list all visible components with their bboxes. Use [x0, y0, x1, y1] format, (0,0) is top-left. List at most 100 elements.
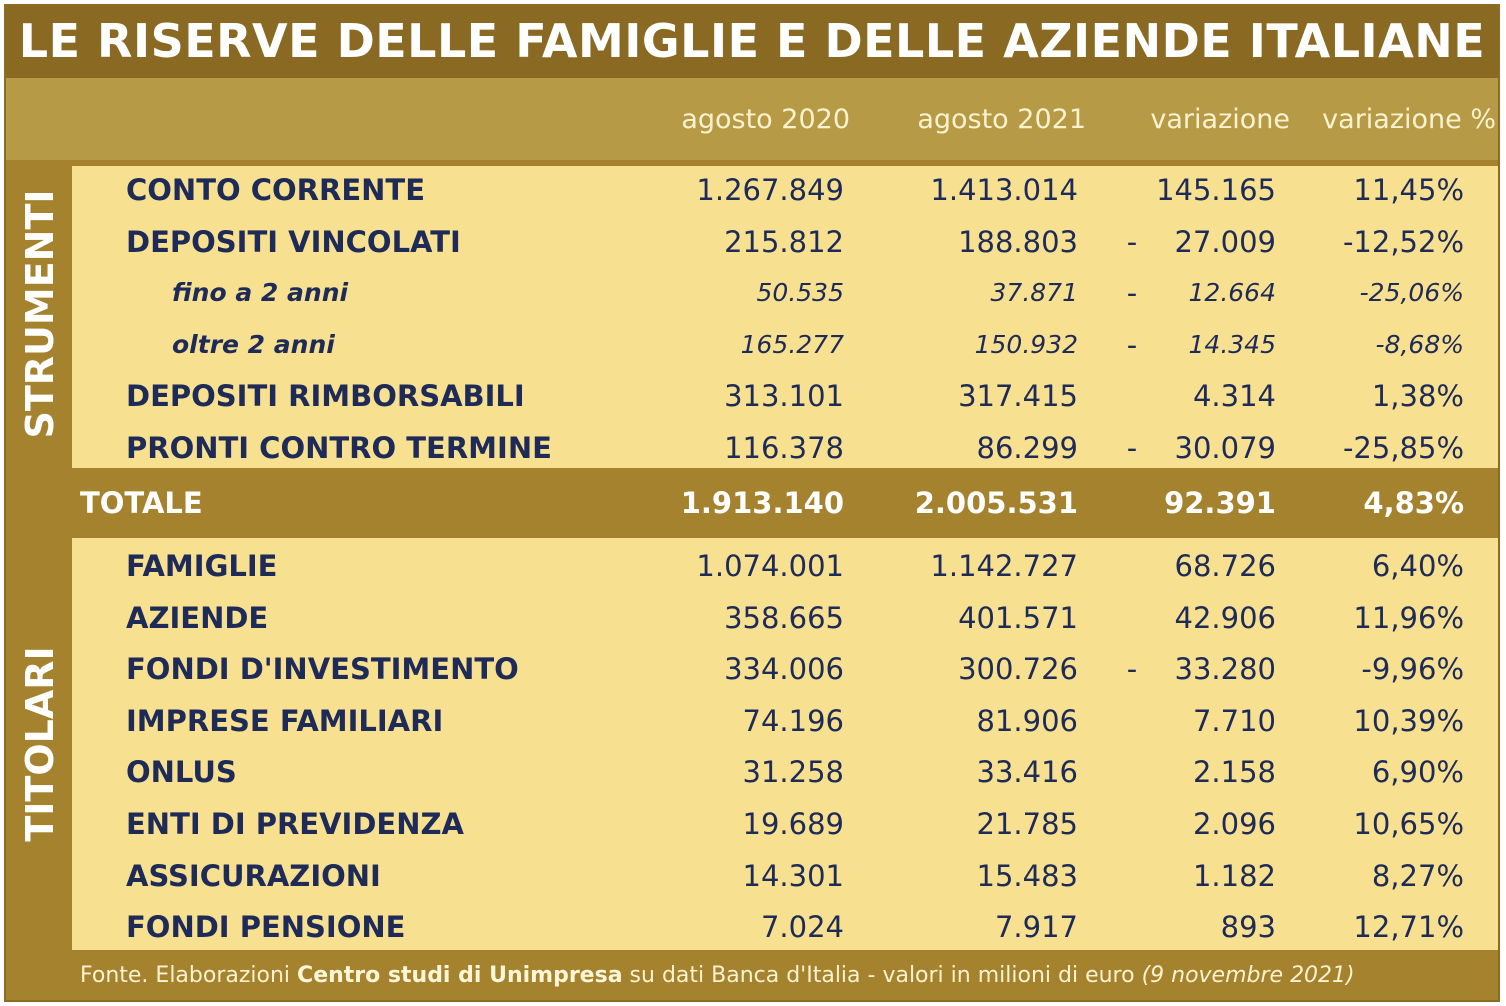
value-variazione-pct: 10,65%: [1353, 807, 1464, 841]
column-header-agosto-2021: agosto 2021: [917, 104, 1086, 135]
row-label: DEPOSITI RIMBORSABILI: [126, 379, 525, 414]
column-header-agosto-2020: agosto 2020: [681, 104, 850, 135]
row-label: AZIENDE: [126, 600, 269, 635]
total-agosto-2020: 1.913.140: [680, 486, 844, 520]
table-row: FAMIGLIE 1.074.001 1.142.727 68.726 6,40%: [6, 546, 1498, 586]
value-variazione: 30.079: [1174, 431, 1276, 465]
minus-sign: -: [1126, 224, 1138, 259]
row-label: DEPOSITI VINCOLATI: [126, 224, 461, 259]
table-row: DEPOSITI RIMBORSABILI 313.101 317.415 4.314…: [6, 376, 1498, 416]
value-variazione-pct: -25,06%: [1359, 278, 1464, 308]
column-header-variazione-pct: variazione %: [1322, 104, 1496, 135]
table-row: IMPRESE FAMILIARI 74.196 81.906 7.710 10,39%: [6, 701, 1498, 741]
minus-sign: -: [1126, 276, 1138, 311]
table-row: PRONTI CONTRO TERMINE 116.378 86.299 - 30.07…: [6, 428, 1498, 468]
value-variazione-pct: 10,39%: [1353, 703, 1464, 738]
title-bar: LE RISERVE DELLE FAMIGLIE E DELLE AZIEND…: [6, 6, 1498, 78]
total-variazione-pct: 4,83%: [1363, 486, 1464, 520]
value-agosto-2021: 37.871: [990, 278, 1078, 308]
page-title: LE RISERVE DELLE FAMIGLIE E DELLE AZIEND…: [18, 14, 1486, 68]
value-variazione-pct: 8,27%: [1371, 858, 1464, 893]
column-header-band: agosto 2020 agosto 2021 variazione varia…: [6, 78, 1498, 160]
table-frame: LE RISERVE DELLE FAMIGLIE E DELLE AZIEND…: [4, 4, 1500, 1002]
value-agosto-2020: 1.267.849: [696, 173, 844, 207]
table-row: fino a 2 anni 50.535 37.871 - 12.664 -25,06%: [6, 273, 1498, 313]
table-row: CONTO CORRENTE 1.267.849 1.413.014 145.165 1…: [6, 170, 1498, 210]
value-variazione: 42.906: [1174, 600, 1276, 635]
value-variazione: 2.158: [1192, 755, 1276, 790]
row-label: oltre 2 anni: [172, 329, 335, 359]
value-variazione: 2.096: [1192, 807, 1276, 841]
row-label: FONDI D'INVESTIMENTO: [126, 652, 519, 687]
value-agosto-2021: 33.416: [976, 755, 1078, 790]
value-agosto-2020: 50.535: [756, 278, 844, 308]
value-variazione: 145.165: [1156, 173, 1276, 207]
value-variazione-pct: 6,40%: [1371, 549, 1464, 583]
total-label: TOTALE: [80, 486, 203, 520]
value-variazione-pct: 11,45%: [1353, 173, 1464, 207]
table-row: DEPOSITI VINCOLATI 215.812 188.803 - 27.009 -…: [6, 222, 1498, 262]
value-agosto-2021: 401.571: [958, 600, 1078, 635]
value-variazione: 12.664: [1188, 278, 1276, 308]
row-label: ONLUS: [126, 755, 237, 790]
value-agosto-2020: 116.378: [724, 431, 844, 465]
minus-sign: -: [1126, 327, 1138, 362]
value-variazione: 68.726: [1174, 549, 1276, 583]
value-agosto-2021: 15.483: [976, 858, 1078, 893]
value-agosto-2020: 215.812: [724, 224, 844, 259]
value-agosto-2020: 7.024: [760, 910, 844, 945]
row-label: IMPRESE FAMILIARI: [126, 703, 444, 738]
value-variazione-pct: 11,96%: [1353, 600, 1464, 635]
value-agosto-2021: 188.803: [958, 224, 1078, 259]
titolari-panel: [72, 538, 1498, 950]
value-agosto-2021: 81.906: [976, 703, 1078, 738]
row-label: FONDI PENSIONE: [126, 910, 406, 945]
total-row: TOTALE 1.913.140 2.005.531 92.391 4,83%: [6, 472, 1498, 534]
value-agosto-2020: 313.101: [724, 379, 844, 414]
row-label: ENTI DI PREVIDENZA: [126, 807, 464, 841]
minus-sign: -: [1126, 431, 1138, 465]
value-variazione: 7.710: [1192, 703, 1276, 738]
value-variazione-pct: -25,85%: [1342, 431, 1464, 465]
value-agosto-2020: 14.301: [742, 858, 844, 893]
value-agosto-2021: 1.142.727: [930, 549, 1078, 583]
value-agosto-2020: 334.006: [724, 652, 844, 687]
side-label-titolari: TITOLARI: [18, 646, 62, 842]
value-variazione: 14.345: [1188, 329, 1276, 359]
value-variazione-pct: 12,71%: [1353, 910, 1464, 945]
footer-middle: su dati Banca d'Italia - valori in milio…: [622, 963, 1142, 988]
total-variazione: 92.391: [1164, 486, 1276, 520]
value-variazione-pct: 1,38%: [1371, 379, 1464, 414]
value-agosto-2020: 358.665: [724, 600, 844, 635]
value-agosto-2021: 86.299: [976, 431, 1078, 465]
value-agosto-2021: 21.785: [976, 807, 1078, 841]
value-variazione-pct: -9,96%: [1361, 652, 1464, 687]
value-variazione: 33.280: [1174, 652, 1276, 687]
value-agosto-2020: 31.258: [742, 755, 844, 790]
value-agosto-2021: 150.932: [974, 329, 1078, 359]
value-agosto-2021: 317.415: [958, 379, 1078, 414]
value-agosto-2020: 74.196: [742, 703, 844, 738]
value-variazione-pct: 6,90%: [1371, 755, 1464, 790]
row-label: PRONTI CONTRO TERMINE: [126, 431, 552, 465]
row-label: ASSICURAZIONI: [126, 858, 381, 893]
table-row: ONLUS 31.258 33.416 2.158 6,90%: [6, 752, 1498, 792]
value-agosto-2020: 1.074.001: [696, 549, 844, 583]
table-row: FONDI PENSIONE 7.024 7.917 893 12,71%: [6, 907, 1498, 947]
table-row: ENTI DI PREVIDENZA 19.689 21.785 2.096 10,65…: [6, 804, 1498, 844]
value-variazione-pct: -8,68%: [1375, 329, 1464, 359]
total-agosto-2021: 2.005.531: [914, 486, 1078, 520]
table-row: FONDI D'INVESTIMENTO 334.006 300.726 - 33.28…: [6, 649, 1498, 689]
value-agosto-2021: 300.726: [958, 652, 1078, 687]
value-agosto-2020: 165.277: [740, 329, 844, 359]
table-row: ASSICURAZIONI 14.301 15.483 1.182 8,27%: [6, 856, 1498, 896]
row-label: CONTO CORRENTE: [126, 173, 426, 207]
row-label: FAMIGLIE: [126, 549, 278, 583]
column-header-variazione: variazione: [1150, 104, 1290, 135]
table-row: oltre 2 anni 165.277 150.932 - 14.345 -8,68%: [6, 325, 1498, 365]
footer-date: (9 novembre 2021): [1141, 963, 1355, 988]
strumenti-panel: [72, 166, 1498, 468]
row-label: fino a 2 anni: [172, 278, 349, 308]
value-agosto-2021: 1.413.014: [930, 173, 1078, 207]
value-agosto-2020: 19.689: [742, 807, 844, 841]
